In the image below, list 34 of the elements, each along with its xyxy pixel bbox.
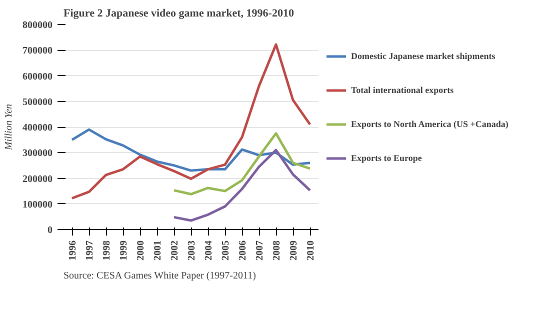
y-axis-title: Million Yen	[4, 104, 14, 152]
x-tick-label: 2006	[238, 240, 248, 260]
y-tick-label: 300000	[22, 148, 52, 160]
x-tick-label: 2004	[204, 240, 214, 260]
x-tick-label: 2007	[254, 240, 266, 260]
line-series	[172, 148, 312, 222]
y-tick-label: 200000	[22, 174, 52, 185]
y-tick-label: 100000	[22, 199, 52, 210]
chart-title: Figure 2 Japanese video game market, 1996-2010	[64, 8, 294, 20]
y-tick-label: 700000	[22, 46, 52, 57]
y-tick-label: 0	[48, 225, 52, 236]
line-series	[172, 132, 312, 196]
x-tick-label: 2003	[186, 240, 198, 260]
x-tick-label: 2002	[170, 240, 180, 260]
x-tick-label: 2009	[288, 240, 300, 260]
x-tick-label: 2010	[306, 240, 316, 260]
line-series	[70, 43, 312, 200]
x-tick-label: 2005	[220, 240, 232, 260]
x-tick-label: 1996	[68, 240, 78, 260]
y-tick-label: 400000	[22, 122, 52, 134]
source-note: Source: CESA Games White Paper (1997-2011)	[64, 270, 256, 282]
x-tick-label: 2001	[152, 240, 164, 260]
legend-label: Exports to North America (US +Canada)	[351, 119, 508, 130]
y-tick-label: 800000	[22, 20, 52, 31]
x-tick-label: 2000	[136, 240, 146, 260]
x-tick-label: 1998	[102, 240, 112, 260]
x-tick-label: 1997	[84, 240, 96, 260]
legend-label: Exports to Europe	[351, 153, 422, 164]
y-tick-label: 600000	[22, 71, 52, 82]
x-tick-label: 1999	[118, 240, 130, 260]
x-tick-label: 2008	[272, 240, 282, 260]
y-tick-label: 500000	[22, 96, 52, 108]
legend-label: Domestic Japanese market shipments	[351, 51, 496, 62]
legend-label: Total international exports	[351, 85, 454, 96]
